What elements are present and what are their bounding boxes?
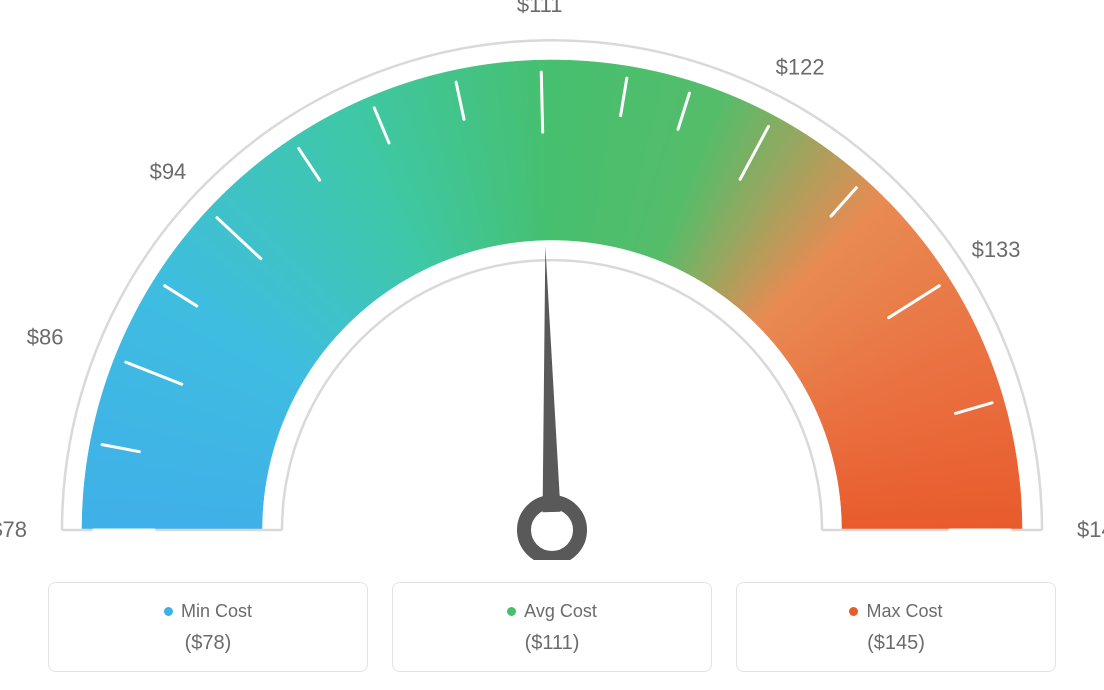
gauge-tick-label: $145 [1077, 517, 1104, 542]
gauge-tick-label: $86 [27, 325, 64, 350]
legend-row: Min Cost ($78) Avg Cost ($111) Max Cost … [0, 582, 1104, 672]
gauge-needle [543, 246, 561, 512]
legend-dot-avg [507, 607, 516, 616]
legend-label-avg: Avg Cost [403, 601, 701, 622]
legend-label-min: Min Cost [59, 601, 357, 622]
legend-dot-max [849, 607, 858, 616]
gauge-tick-label: $94 [150, 159, 187, 184]
legend-text-avg: Avg Cost [524, 601, 597, 622]
gauge-tick [541, 72, 542, 132]
gauge-tick-label: $78 [0, 517, 27, 542]
gauge-tick-label: $111 [517, 0, 563, 17]
gauge-tick-label: $122 [776, 54, 825, 79]
legend-card-max: Max Cost ($145) [736, 582, 1056, 672]
legend-card-min: Min Cost ($78) [48, 582, 368, 672]
legend-card-avg: Avg Cost ($111) [392, 582, 712, 672]
legend-value-max: ($145) [747, 632, 1045, 655]
legend-value-avg: ($111) [403, 632, 701, 655]
legend-text-min: Min Cost [181, 601, 252, 622]
legend-dot-min [164, 607, 173, 616]
gauge-tick-label: $133 [972, 237, 1021, 262]
legend-text-max: Max Cost [866, 601, 942, 622]
legend-value-min: ($78) [59, 632, 357, 655]
gauge-chart: $78 $86 $94 $111 $122 $133 $145 [0, 0, 1104, 560]
legend-label-max: Max Cost [747, 601, 1045, 622]
gauge-svg: $78 $86 $94 $111 $122 $133 $145 [0, 0, 1104, 560]
